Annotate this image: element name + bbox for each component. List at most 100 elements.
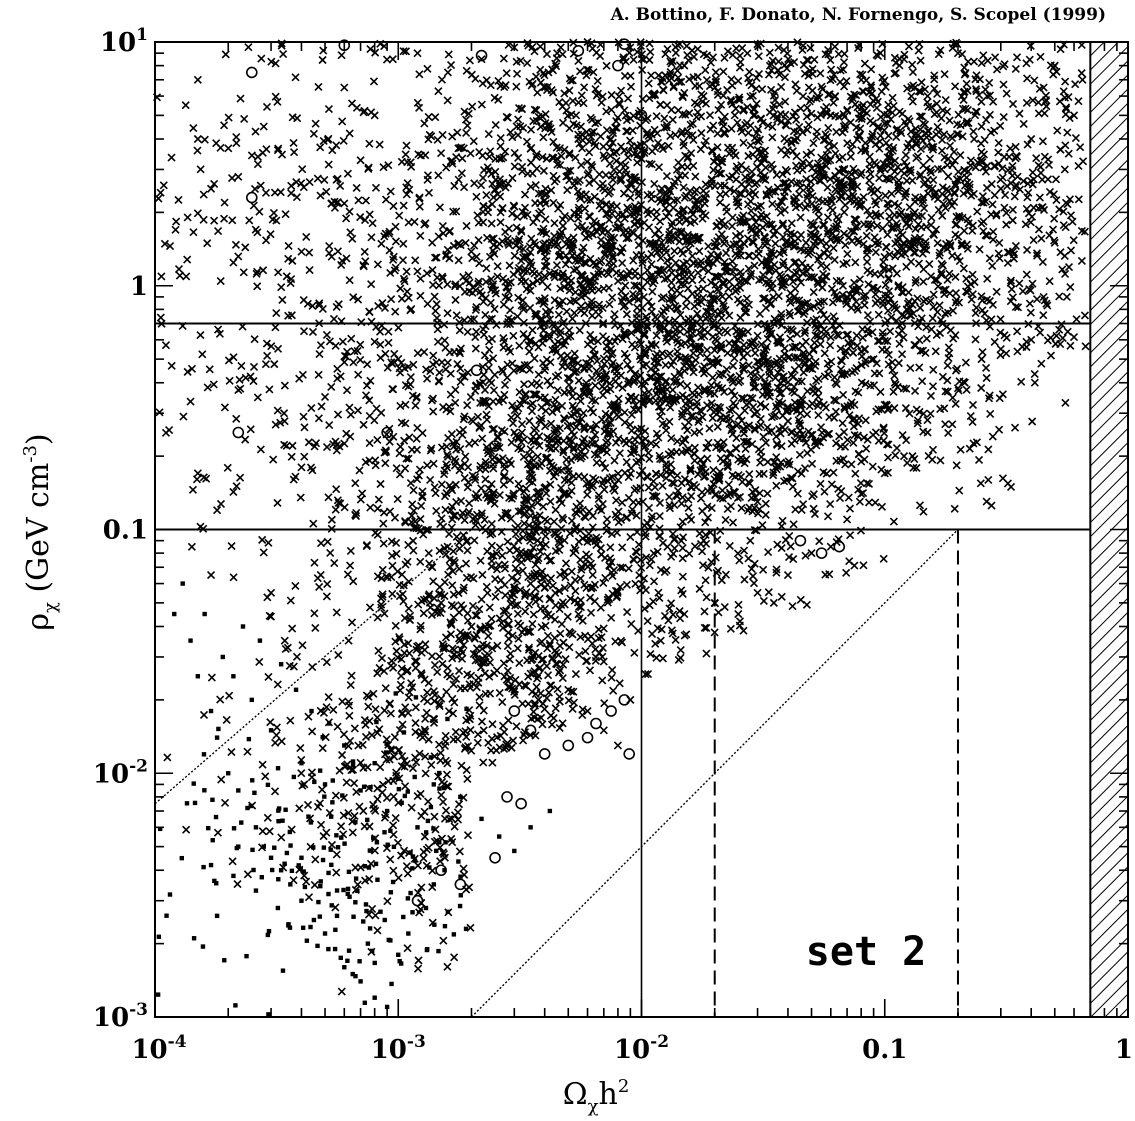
cluster-point xyxy=(229,573,238,582)
cluster-point xyxy=(472,611,481,620)
cluster-point xyxy=(384,161,393,170)
cluster-point xyxy=(928,382,938,391)
cluster-point xyxy=(854,485,863,494)
cluster-point xyxy=(462,536,472,545)
cluster-point xyxy=(806,44,815,53)
cluster-point xyxy=(1008,205,1017,214)
cluster-point xyxy=(463,546,472,555)
cluster-point xyxy=(605,300,614,309)
cluster-point xyxy=(759,596,768,606)
cluster-point xyxy=(443,245,452,254)
cluster-point xyxy=(455,326,464,335)
cluster-point xyxy=(561,98,571,108)
cluster-point xyxy=(633,303,642,312)
cluster-point xyxy=(994,249,1003,258)
cluster-point xyxy=(458,371,467,380)
cluster-point xyxy=(435,583,444,592)
cluster-point xyxy=(563,462,572,471)
cluster-point xyxy=(463,609,472,618)
cluster-point xyxy=(322,442,332,452)
cluster-point xyxy=(931,347,940,356)
cluster-point xyxy=(596,51,605,61)
cluster-point xyxy=(468,601,478,610)
cluster-point xyxy=(576,603,585,612)
cluster-point xyxy=(472,327,481,336)
cluster-point xyxy=(501,293,510,302)
cluster-point xyxy=(443,663,452,673)
cluster-point xyxy=(508,209,517,218)
cluster-point xyxy=(487,234,496,243)
cluster-point xyxy=(1035,193,1044,202)
cluster-point xyxy=(393,567,402,576)
cluster-point xyxy=(841,241,850,250)
cluster-point xyxy=(509,331,518,340)
cluster-point xyxy=(955,486,964,495)
cluster-point xyxy=(527,407,537,416)
cluster-point xyxy=(1061,77,1070,86)
cluster-point xyxy=(754,244,763,254)
cluster-point xyxy=(409,486,418,495)
cluster-point xyxy=(500,564,510,573)
cluster-point xyxy=(919,507,928,516)
cluster-point xyxy=(477,181,486,190)
cluster-point xyxy=(630,648,639,657)
cluster-point xyxy=(488,720,497,729)
cluster-point xyxy=(559,638,568,647)
cluster-point xyxy=(470,438,480,447)
cluster-point xyxy=(526,536,535,545)
cluster-point xyxy=(499,480,508,489)
cluster-point xyxy=(574,376,583,385)
cluster-point xyxy=(977,97,986,106)
cluster-point xyxy=(487,541,496,550)
cluster-point xyxy=(567,455,576,465)
cluster-point xyxy=(575,67,585,76)
cluster-point xyxy=(847,237,856,246)
cluster-point xyxy=(618,543,627,552)
cluster-point xyxy=(379,519,388,528)
cluster-point xyxy=(453,815,463,824)
cluster-point xyxy=(654,225,663,234)
cluster-point xyxy=(479,706,488,715)
cluster-point xyxy=(1015,279,1024,288)
cluster-point xyxy=(565,643,574,652)
cluster-point xyxy=(1066,246,1076,255)
cluster-point xyxy=(671,130,680,139)
cluster-point xyxy=(732,44,741,53)
cluster-point xyxy=(898,230,907,240)
cluster-point xyxy=(576,397,585,406)
cluster-point xyxy=(1044,155,1053,164)
cluster-point xyxy=(645,561,654,570)
cluster-point xyxy=(502,606,511,615)
cluster-point xyxy=(423,461,432,470)
cluster-point xyxy=(598,643,607,653)
cluster-point xyxy=(447,430,456,439)
cluster-point xyxy=(437,514,446,523)
cluster-point xyxy=(384,229,394,238)
cluster-point xyxy=(816,69,825,78)
cluster-point xyxy=(793,489,802,498)
cluster-point xyxy=(509,270,518,279)
cluster-point xyxy=(787,177,796,186)
cluster-point xyxy=(858,333,867,342)
cluster-point xyxy=(607,90,616,100)
cluster-point xyxy=(523,58,532,68)
cluster-point xyxy=(1006,144,1015,153)
cluster-point xyxy=(502,69,511,78)
cluster-point xyxy=(500,380,510,389)
cluster-point xyxy=(968,270,977,279)
cluster-point xyxy=(706,125,715,134)
cluster-point xyxy=(472,303,481,312)
cluster-point xyxy=(798,165,807,174)
cluster-point xyxy=(316,539,326,548)
cluster-point xyxy=(443,358,452,367)
cluster-point xyxy=(720,53,729,62)
cluster-point xyxy=(755,309,764,319)
cluster-point xyxy=(421,769,430,778)
cluster-point xyxy=(537,207,546,216)
cluster-point xyxy=(1008,99,1018,109)
cluster-point xyxy=(1001,190,1010,200)
cluster-point xyxy=(373,795,382,804)
cluster-point xyxy=(548,581,557,590)
cluster-point xyxy=(558,118,568,127)
cluster-point xyxy=(454,239,463,248)
